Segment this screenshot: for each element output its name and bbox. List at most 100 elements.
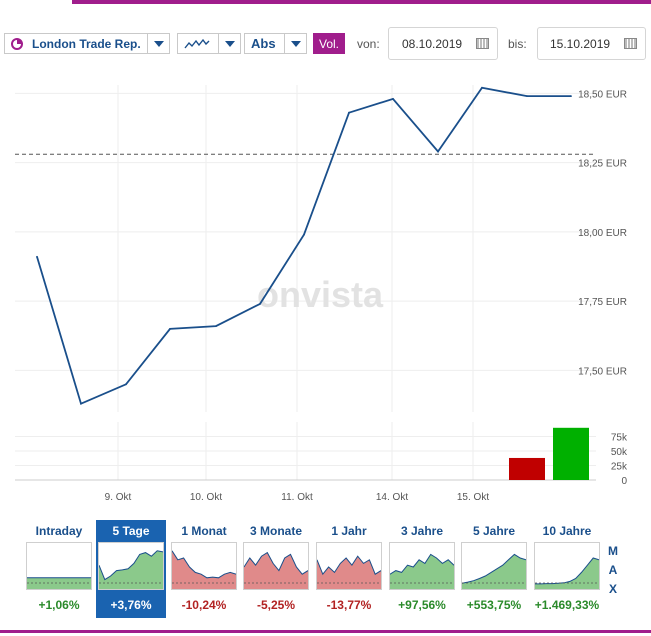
sparkline-area xyxy=(172,550,236,589)
sparkline-area xyxy=(535,558,599,589)
from-date-field[interactable]: 08.10.2019 xyxy=(388,27,498,60)
sparkline-line xyxy=(535,557,599,585)
sparkline-line xyxy=(244,551,308,575)
period-change: +553,75% xyxy=(466,598,522,612)
period-sparkline xyxy=(171,542,237,590)
data-point xyxy=(481,86,483,89)
period-label: 5 Tage xyxy=(112,524,150,538)
period-label: 10 Jahre xyxy=(542,524,592,538)
chart-grid xyxy=(15,85,596,481)
chevron-down-icon[interactable] xyxy=(147,34,169,53)
price-chart: onvista 17,50 EUR 17,75 EUR 18,00 EUR 18,25… xyxy=(15,85,628,503)
volume-bar xyxy=(553,427,589,480)
volume-tick-label: 25k xyxy=(611,462,628,473)
period-change: +97,56% xyxy=(398,598,446,612)
sparkline-area xyxy=(390,554,454,589)
sparkline-line xyxy=(172,550,236,579)
volume-toggle-button[interactable]: Vol. xyxy=(313,33,345,54)
data-point xyxy=(437,150,439,153)
data-point xyxy=(169,328,171,330)
price-series-line xyxy=(36,86,571,405)
x-tick-label: 11. Okt xyxy=(281,492,313,503)
period-sparkline xyxy=(26,542,92,590)
x-tick-label: 15. Okt xyxy=(457,492,489,503)
y-tick-label: 17,75 EUR xyxy=(578,297,627,308)
sparkline-area xyxy=(27,577,91,589)
period-tab-3[interactable]: 3 Monate -5,25% xyxy=(241,520,311,618)
period-change: -5,25% xyxy=(256,598,296,612)
period-sparkline xyxy=(389,542,455,590)
to-date-field[interactable]: 15.10.2019 xyxy=(537,27,646,60)
from-label: von: xyxy=(357,37,380,51)
top-accent-bar xyxy=(0,0,651,4)
volume-tick-label: 50k xyxy=(611,447,628,458)
sparkline-line xyxy=(462,553,526,584)
data-point xyxy=(348,111,350,114)
data-point xyxy=(526,95,528,97)
y-axis-labels: 17,50 EUR 17,75 EUR 18,00 EUR 18,25 EUR 18,5… xyxy=(578,89,627,377)
to-date-value: 15.10.2019 xyxy=(550,36,611,51)
calendar-icon[interactable] xyxy=(476,38,489,49)
sparkline-area xyxy=(99,550,163,589)
chevron-down-icon[interactable] xyxy=(284,34,306,53)
period-change: +1,06% xyxy=(38,598,80,612)
sparkline-line xyxy=(390,553,454,575)
line-chart-icon xyxy=(184,38,210,48)
volume-tick-label: 0 xyxy=(621,476,627,487)
period-label: Intraday xyxy=(35,524,83,538)
sparkline-area xyxy=(317,556,381,589)
watermark: onvista xyxy=(257,274,384,315)
period-label: 1 Jahr xyxy=(331,524,367,538)
volume-axis-labels: 75k 50k 25k 0 xyxy=(611,433,628,488)
data-point xyxy=(570,95,572,97)
chart-style-select[interactable] xyxy=(177,33,241,54)
period-sparkline xyxy=(243,542,309,590)
mode-select[interactable]: Abs xyxy=(244,33,307,54)
sparkline-line xyxy=(99,550,163,581)
data-point xyxy=(80,402,82,405)
x-tick-label: 14. Okt xyxy=(376,492,408,503)
period-change: +3,76% xyxy=(110,598,152,612)
period-tab-2[interactable]: 1 Monat -10,24% xyxy=(169,520,239,618)
max-period-button[interactable]: M A X xyxy=(608,544,618,596)
period-tab-7[interactable]: 10 Jahre +1.469,33% xyxy=(532,520,602,618)
y-tick-label: 18,00 EUR xyxy=(578,228,627,239)
data-point xyxy=(259,303,261,305)
data-point xyxy=(215,325,217,327)
data-point xyxy=(125,383,127,386)
period-tab-0[interactable]: Intraday +1,06% xyxy=(24,520,94,618)
period-change: -10,24% xyxy=(181,598,227,612)
period-sparkline xyxy=(534,542,600,590)
mode-label: Abs xyxy=(251,36,276,51)
x-axis-labels: 9. Okt 10. Okt 11. Okt 14. Okt 15. Okt xyxy=(105,492,490,503)
sparkline-line xyxy=(317,555,381,576)
period-label: 3 Jahre xyxy=(400,524,444,538)
y-tick-label: 18,25 EUR xyxy=(578,159,627,170)
chart-toolbar: London Trade Rep. Abs Vol. von: 08.10.20… xyxy=(0,26,651,62)
pie-chart-icon xyxy=(11,37,23,50)
period-tab-6[interactable]: 5 Jahre +553,75% xyxy=(459,520,529,618)
calendar-icon[interactable] xyxy=(624,38,637,49)
period-sparkline xyxy=(316,542,382,590)
period-change: -13,77% xyxy=(326,598,372,612)
exchange-label: London Trade Rep. xyxy=(32,36,141,51)
chevron-down-icon[interactable] xyxy=(218,34,240,53)
period-label: 1 Monat xyxy=(181,524,227,538)
period-tab-4[interactable]: 1 Jahr -13,77% xyxy=(314,520,384,618)
period-label: 5 Jahre xyxy=(472,524,516,538)
period-tab-5[interactable]: 3 Jahre +97,56% xyxy=(387,520,457,618)
volume-bars xyxy=(509,427,589,480)
x-tick-label: 10. Okt xyxy=(190,492,222,503)
period-tab-1[interactable]: 5 Tage +3,76% xyxy=(96,520,166,618)
data-point xyxy=(303,233,305,236)
volume-tick-label: 75k xyxy=(611,433,628,444)
period-change: +1.469,33% xyxy=(534,598,600,612)
sparkline-area xyxy=(244,552,308,589)
exchange-select[interactable]: London Trade Rep. xyxy=(4,33,170,54)
period-sparkline xyxy=(461,542,527,590)
from-date-value: 08.10.2019 xyxy=(402,36,463,51)
period-sparkline xyxy=(98,542,164,590)
period-label: 3 Monate xyxy=(249,524,302,538)
y-tick-label: 18,50 EUR xyxy=(578,89,627,100)
y-tick-label: 17,50 EUR xyxy=(578,366,627,377)
